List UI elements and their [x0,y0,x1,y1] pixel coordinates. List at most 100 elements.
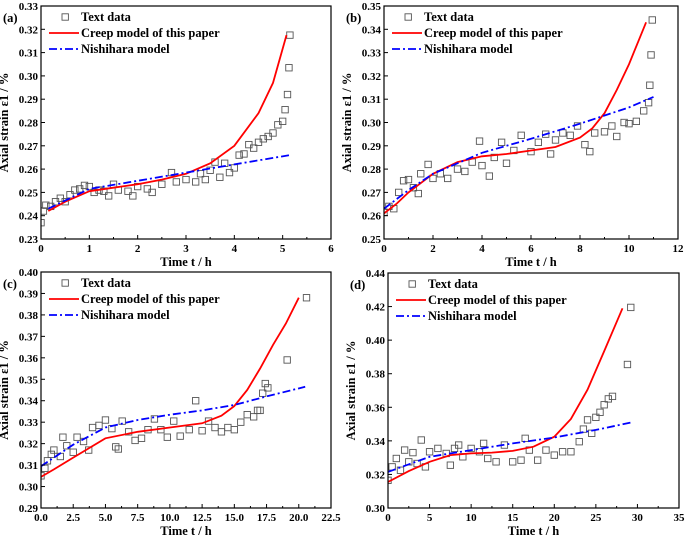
data-point-text-data [409,184,418,192]
data-point-text-data [640,107,648,115]
y-tick-label: 0.34 [19,396,39,408]
data-point-text-data [253,406,262,415]
data-point-text-data [604,395,612,403]
y-tick-label: 0.26 [19,164,39,176]
data-point-text-data [95,421,103,430]
y-tick-label: 0.24 [19,211,39,223]
data-point-text-data [131,436,139,445]
data-point-text-data [217,428,226,436]
panel-label: (b) [346,11,361,25]
legend-label-text-data: Text data [424,10,475,24]
y-tick-label: 0.40 [19,267,39,279]
data-point-text-data [283,90,292,99]
legend-square-marker-icon [404,13,412,21]
x-tick-label: 10 [466,512,478,524]
data-point-text-data [400,446,409,454]
x-axis-label: Time t / h [160,255,212,269]
data-point-text-data [230,426,238,434]
data-point-text-data [648,16,656,24]
data-point-text-data [192,397,200,405]
x-tick-label: 12 [673,243,685,255]
y-tick-label: 0.28 [19,118,39,130]
x-tick-label: 6 [328,243,334,255]
x-tick-label: 10.0 [160,512,180,524]
plot-area [41,294,311,480]
data-point-text-data [455,441,463,449]
data-point-text-data [392,454,400,463]
legend-label-nishihara-model: Nishihara model [428,309,517,323]
plot-area [384,16,656,216]
data-point-text-data [137,434,146,442]
x-tick-label: 0 [385,512,391,524]
y-tick-label: 0.25 [19,187,39,199]
y-axis-label: Axial strain ε1 / % [344,341,358,441]
y-tick-label: 0.33 [19,417,39,429]
data-point-text-data [417,170,425,178]
y-axis-label: Axial strain ε1 / % [0,73,11,173]
data-point-text-data [216,173,224,181]
x-tick-label: 2 [430,243,436,255]
legend-label-creep-model: Creep model of this paper [81,292,220,306]
y-tick-label: 0.36 [19,353,39,365]
y-tick-label: 0.32 [362,71,382,83]
panel-label: (a) [3,11,18,25]
plot-frame [40,5,332,240]
data-point-text-data [608,392,617,401]
data-point-text-data [73,433,81,441]
x-tick-label: 0 [381,243,387,255]
data-point-text-data [417,436,425,444]
x-tick-label: 10 [624,243,636,255]
data-point-text-data [224,423,232,432]
y-tick-label: 0.44 [366,268,386,280]
data-point-text-data [444,174,452,183]
x-tick-label: 30 [632,512,644,524]
nishihara-model-line [47,154,291,210]
data-point-text-data [211,423,219,432]
y-tick-label: 0.25 [362,234,382,246]
data-point-text-data [502,159,511,167]
x-tick-label: 17.5 [257,512,277,524]
data-point-text-data [644,99,653,107]
data-point-text-data [124,187,132,195]
data-point-text-data [479,439,488,448]
y-tick-label: 0.39 [19,288,39,300]
data-point-text-data [66,191,74,199]
x-tick-label: 5 [427,512,433,524]
x-tick-label: 25 [590,512,602,524]
x-tick-label: 35 [674,512,685,524]
creep-model-line [388,307,624,483]
x-tick-label: 2.5 [66,512,80,524]
data-point-text-data [627,303,635,312]
y-tick-label: 0.31 [362,94,381,106]
plot-frame [383,5,679,240]
data-point-text-data [243,411,251,419]
x-tick-label: 7.5 [131,512,145,524]
data-point-text-data [185,426,193,434]
y-tick-label: 0.35 [362,1,382,13]
data-point-text-data [114,445,122,453]
data-point-text-data [279,117,287,125]
legend-label-nishihara-model: Nishihara model [81,42,170,56]
data-point-text-data [41,207,48,215]
y-tick-label: 0.29 [19,94,39,106]
data-point-text-data [581,140,589,149]
data-point-text-data [596,408,604,416]
legend-label-nishihara-model: Nishihara model [81,308,170,322]
data-point-text-data [148,188,156,197]
y-tick-label: 0.30 [19,71,39,83]
y-tick-label: 0.32 [19,24,39,36]
data-point-text-data [283,356,291,364]
data-point-text-data [613,132,621,141]
data-point-text-data [235,151,243,159]
data-point-text-data [583,416,592,424]
data-point-text-data [425,448,434,456]
data-point-text-data [534,456,542,464]
data-point-text-data [41,219,45,227]
data-point-text-data [47,450,55,459]
y-tick-label: 0.28 [362,164,382,176]
data-point-text-data [59,433,67,441]
data-point-text-data [546,150,555,158]
data-point-text-data [620,118,628,127]
y-tick-label: 0.40 [366,335,386,347]
y-tick-label: 0.35 [19,374,39,386]
